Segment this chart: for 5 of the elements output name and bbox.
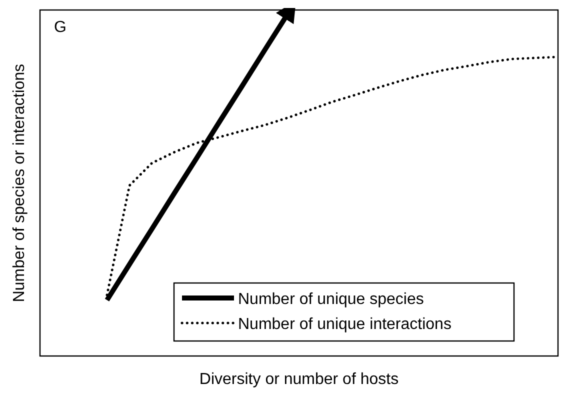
y-axis-title: Number of species or interactions	[11, 64, 28, 302]
x-axis-title: Diversity or number of hosts	[199, 371, 399, 388]
legend-label: Number of unique interactions	[238, 316, 452, 333]
text: G	[54, 19, 66, 36]
legend-label: Number of unique species	[238, 291, 424, 308]
